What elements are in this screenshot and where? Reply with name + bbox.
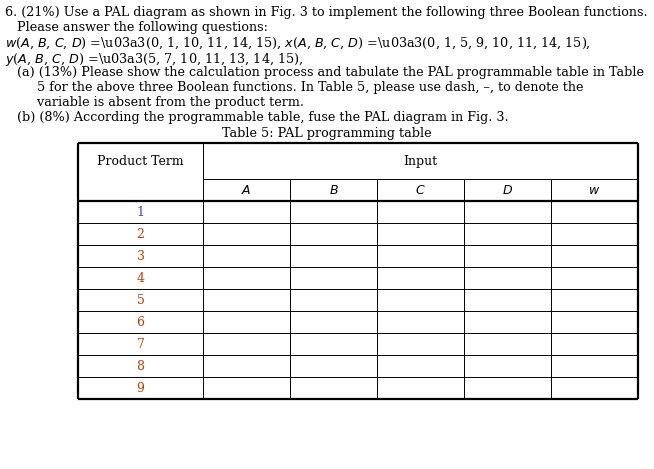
Text: 1: 1 (137, 205, 145, 219)
Text: $\it{y}$($\it{A}$, $\it{B}$, $\it{C}$, $\it{D}$) =\u03a3(5, 7, 10, 11, 13, 14, 1: $\it{y}$($\it{A}$, $\it{B}$, $\it{C}$, $… (5, 51, 303, 68)
Text: $\it{A}$: $\it{A}$ (241, 183, 252, 197)
Text: 6. (21%) Use a PAL diagram as shown in Fig. 3 to implement the following three B: 6. (21%) Use a PAL diagram as shown in F… (5, 6, 647, 19)
Text: 2: 2 (137, 227, 145, 241)
Text: 8: 8 (137, 360, 145, 372)
Text: $\it{w}$: $\it{w}$ (589, 183, 600, 197)
Text: 9: 9 (137, 381, 145, 394)
Text: 5: 5 (137, 294, 145, 307)
Text: Input: Input (404, 154, 438, 167)
Text: Product Term: Product Term (97, 154, 184, 167)
Text: 4: 4 (137, 272, 145, 285)
Text: (b) (8%) According the programmable table, fuse the PAL diagram in Fig. 3.: (b) (8%) According the programmable tabl… (5, 111, 509, 124)
Text: Please answer the following questions:: Please answer the following questions: (5, 21, 268, 34)
Text: 6: 6 (137, 316, 145, 328)
Text: Table 5: PAL programming table: Table 5: PAL programming table (222, 127, 432, 140)
Text: (a) (13%) Please show the calculation process and tabulate the PAL programmable : (a) (13%) Please show the calculation pr… (5, 66, 644, 79)
Text: 5 for the above three Boolean functions. In Table 5, please use dash, –, to deno: 5 for the above three Boolean functions.… (5, 81, 583, 94)
Text: $\it{B}$: $\it{B}$ (328, 183, 338, 197)
Text: $\it{D}$: $\it{D}$ (502, 183, 513, 197)
Text: 7: 7 (137, 338, 145, 350)
Text: 3: 3 (137, 250, 145, 263)
Text: variable is absent from the product term.: variable is absent from the product term… (5, 96, 304, 109)
Text: $\it{w}$($\it{A}$, $\it{B}$, $\it{C}$, $\it{D}$) =\u03a3(0, 1, 10, 11, 14, 15), : $\it{w}$($\it{A}$, $\it{B}$, $\it{C}$, $… (5, 36, 591, 52)
Text: $\it{C}$: $\it{C}$ (415, 183, 426, 197)
